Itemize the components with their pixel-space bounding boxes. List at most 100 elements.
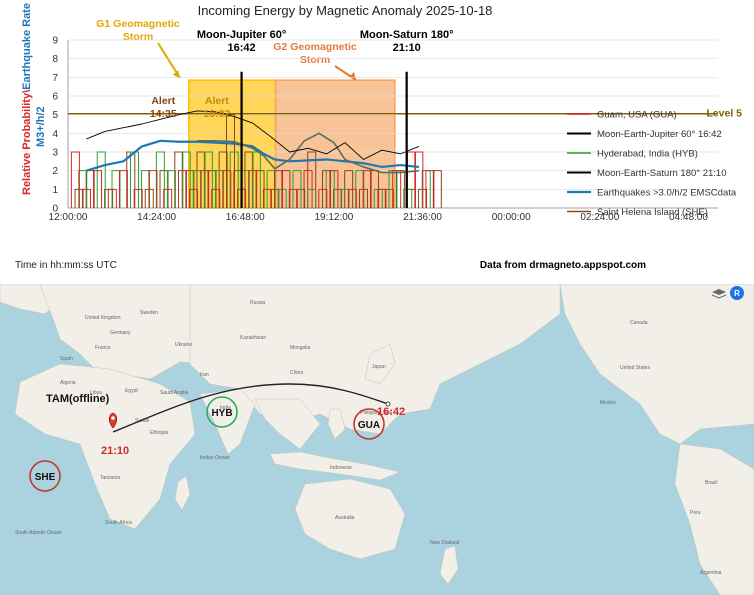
storm-arrowhead-1: [173, 70, 180, 78]
place-europe-7: France: [95, 345, 111, 351]
world-map[interactable]: Germany Sweden United Kingdom France Spa…: [0, 284, 754, 595]
bar-guam-24: [392, 170, 402, 208]
location-pin[interactable]: [108, 412, 118, 429]
x-tick-label-1: 14:24:00: [137, 212, 176, 223]
y-label-part-4: M3+/h/2: [35, 106, 47, 147]
y-tick-label-3: 3: [52, 148, 58, 159]
bar-guam-0: [70, 151, 80, 208]
alert-label-1: Alert: [151, 95, 175, 107]
station-gua-circle[interactable]: [353, 408, 385, 440]
bar-hyb-11: [229, 151, 239, 208]
line-layer: Level 5: [68, 108, 742, 174]
moon-path-line: [112, 383, 389, 433]
bar-she-18: [307, 151, 317, 208]
place-asia-4: Iran: [200, 372, 209, 378]
place-americas-1: Brazil: [705, 480, 718, 486]
data-source: Data from drmagneto.appspot.com: [480, 260, 646, 271]
bar-guam-20: [329, 170, 339, 208]
y-tick-label-7: 7: [52, 73, 58, 84]
bar-guam-23: [377, 188, 387, 208]
place-na-0: Canada: [630, 320, 648, 326]
station-hyb-label: HYB: [211, 408, 232, 419]
place-na-1: United States: [620, 365, 651, 371]
place-africa-3: Egypt: [125, 388, 138, 394]
place-americas-7: Argentina: [700, 570, 722, 576]
x-tick-label-4: 21:36:00: [403, 212, 442, 223]
bar-she-8: [196, 151, 206, 208]
bar-hyb-7: [181, 151, 191, 208]
place-africa-1: Algeria: [60, 380, 76, 386]
series-line-eq: [86, 139, 419, 172]
place-oceania-0: Australia: [335, 515, 355, 521]
y-tick-label-0: 0: [52, 204, 58, 215]
bar-hyb-9: [203, 151, 213, 208]
bar-guam-21: [347, 188, 357, 208]
alert-time-2: 16:02: [203, 108, 230, 120]
japan-shape: [364, 343, 396, 385]
y-tick-label-9: 9: [52, 36, 58, 47]
bar-guam-8: [177, 170, 187, 208]
place-africa-17: South Africa: [105, 520, 132, 526]
y-label-part-3: Earthquake Rate: [21, 3, 33, 90]
bar-hyb-5: [155, 151, 165, 208]
bar-she-11: [226, 114, 235, 208]
place-asia-10: India: [220, 405, 231, 411]
map-svg[interactable]: Germany Sweden United Kingdom France Spa…: [0, 284, 754, 595]
alert-time-1: 14:35: [150, 108, 177, 120]
bar-guam-26: [414, 151, 424, 208]
bar-hyb-1: [96, 151, 106, 208]
legend-label-hyb: Hyderabad, India (HYB): [597, 149, 698, 160]
x-tick-label-2: 16:48:00: [226, 212, 265, 223]
bar-hyb-19: [340, 188, 350, 208]
station-she-label: SHE: [35, 472, 56, 483]
place-asia-3: China: [290, 370, 303, 376]
storm-label-1-line-1: G1 Geomagnetic: [96, 18, 180, 30]
place-africa-7: Sudan: [135, 418, 150, 424]
bar-guam-10: [200, 170, 210, 208]
bar-guam-11: [211, 188, 221, 208]
place-oceania-2: Philippine Sea: [360, 410, 392, 416]
place-asia-1: Kazakhstan: [240, 335, 266, 341]
y-tick-label-2: 2: [52, 166, 58, 177]
place-europe-5: Germany: [110, 330, 131, 336]
x-axis-label: Time in hh:mm:ss UTC: [15, 260, 117, 271]
avatar[interactable]: R: [730, 286, 744, 300]
event-time-2: 21:10: [393, 42, 421, 54]
africa-shape: [14, 363, 196, 530]
place-labels: Germany Sweden United Kingdom France Spa…: [15, 300, 722, 576]
bar-guam-16: [274, 170, 284, 208]
legend-label-saturn: Moon-Earth-Saturn 180° 21:10: [597, 168, 727, 179]
alert-label-2: Alert: [205, 95, 229, 107]
new-zealand-shape: [439, 545, 459, 585]
y-tick-label-5: 5: [52, 110, 58, 121]
y-tick-label-6: 6: [52, 92, 58, 103]
southeast-asia-shape: [254, 398, 321, 450]
place-asia-0: Russia: [250, 300, 266, 306]
tick-layer: 0 1 2 3 4 5 6 7 8 9 12:00:00 14:24:00 16:48:00 19:12:…: [49, 36, 709, 224]
y-label-part-1: Relative Probability: [21, 92, 33, 195]
legend-label-eq: Earthquakes >3.0/h/2 EMSCdata: [597, 188, 737, 199]
event-label-2: Moon-Saturn 180°: [360, 29, 454, 41]
event-label-1: Moon-Jupiter 60°: [197, 29, 286, 41]
event-layer: Moon-Jupiter 60°16:42 Moon-Saturn 180°21:…: [150, 29, 454, 208]
station-she-circle[interactable]: [29, 460, 61, 492]
storm-label-2-line-1: G2 Geomagnetic: [273, 41, 357, 53]
layers-icon[interactable]: [711, 289, 727, 299]
jupiter-point-marker: [385, 401, 391, 407]
x-tick-label-5: 00:00:00: [492, 212, 531, 223]
x-tick-label-6: 02:24:00: [580, 212, 619, 223]
place-europe-1: Sweden: [140, 310, 158, 316]
legend-label-she: Saint Helena Island (SHE): [597, 207, 708, 218]
place-asia-15: Japan: [372, 364, 386, 370]
series-line-jupiter_curve: [86, 110, 420, 160]
bar-layer: [70, 114, 442, 208]
place-europe-12: Ukraine: [175, 342, 192, 348]
place-africa-9: Ethiopia: [150, 430, 168, 436]
place-na-2: Mexico: [600, 400, 616, 406]
bar-guam-1: [81, 188, 91, 208]
bar-guam-12: [222, 170, 232, 208]
station-hyb-circle[interactable]: [206, 396, 238, 428]
place-africa-12: Tanzania: [100, 475, 120, 481]
place-europe-3: United Kingdom: [85, 315, 121, 321]
